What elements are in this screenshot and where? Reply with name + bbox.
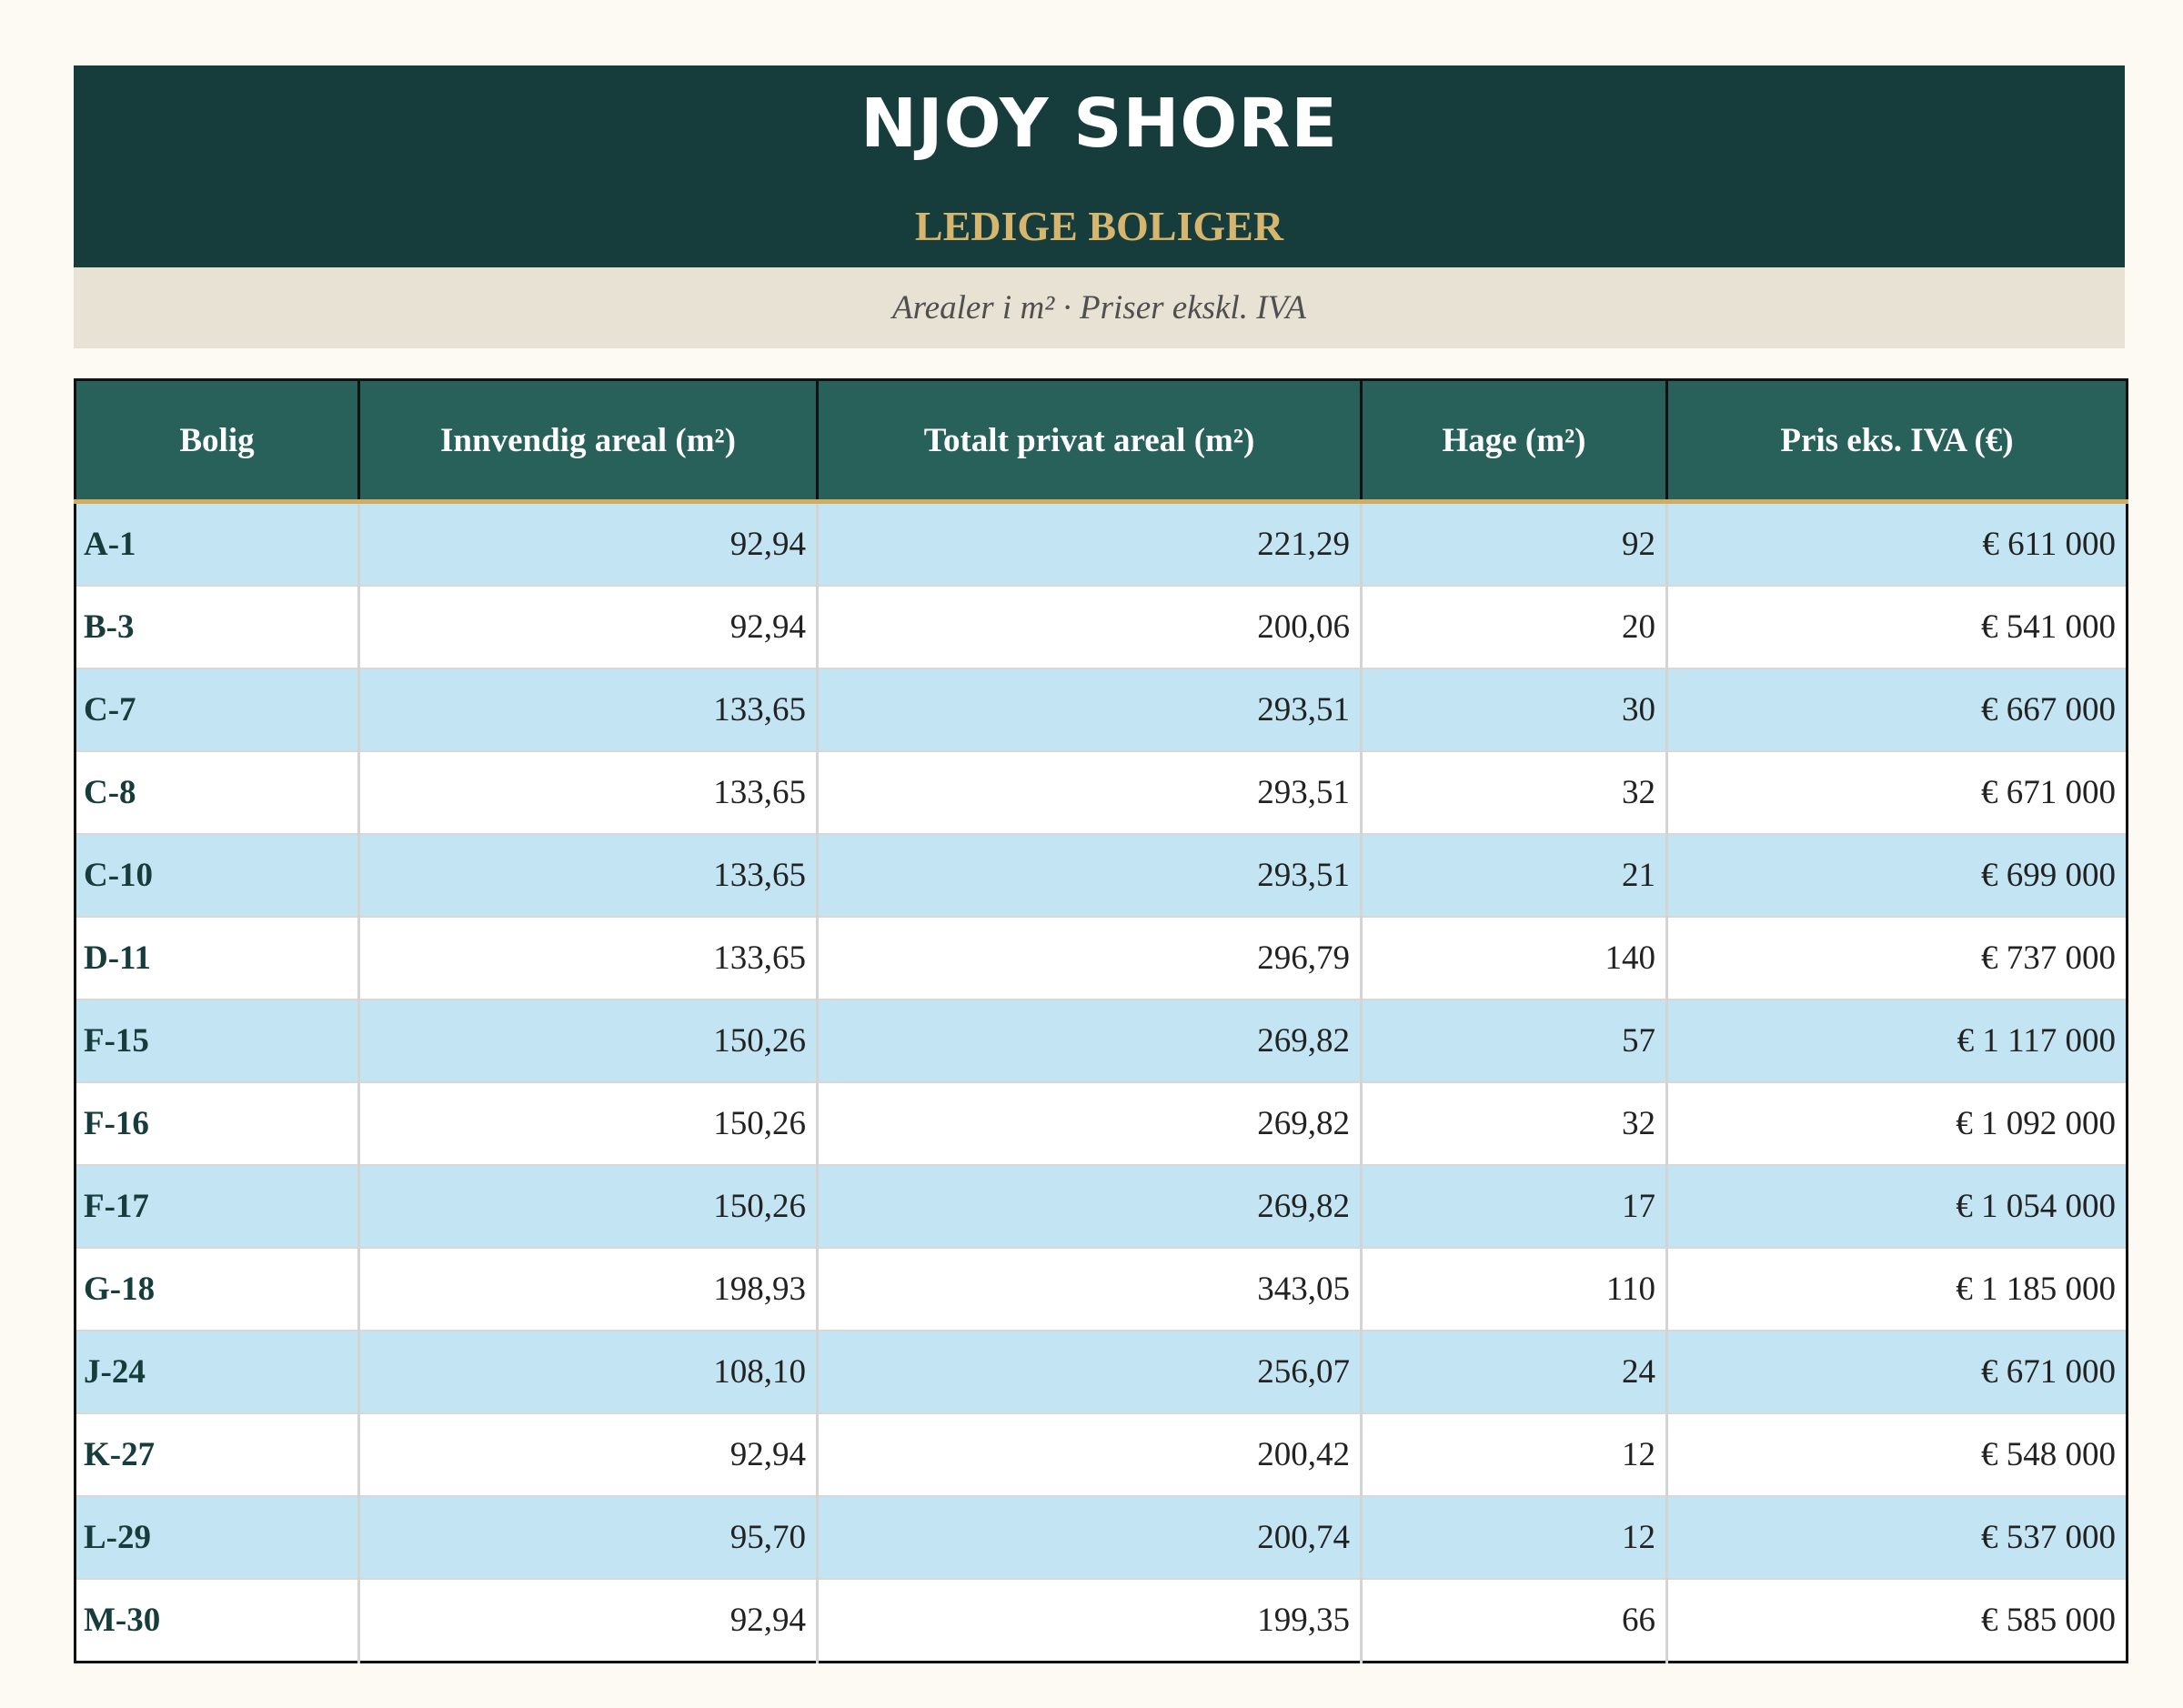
cell-hage: 21 xyxy=(1360,834,1667,918)
table-row: F-15 150,26 269,82 57 € 1 117 000 xyxy=(75,1000,2128,1083)
table-row: C-8 133,65 293,51 32 € 671 000 xyxy=(75,751,2128,835)
cell-bolig: C-10 xyxy=(75,834,359,918)
table-row: B-3 92,94 200,06 20 € 541 000 xyxy=(75,586,2128,669)
cell-hage: 30 xyxy=(1360,668,1667,752)
cell-hage: 17 xyxy=(1360,1165,1667,1249)
cell-innvendig-areal: 133,65 xyxy=(357,668,818,752)
cell-hage: 57 xyxy=(1360,1000,1667,1083)
table-header-row: Bolig Innvendig areal (m²) Totalt privat… xyxy=(75,379,2128,504)
cell-pris: € 671 000 xyxy=(1665,1331,2128,1414)
cell-bolig: C-7 xyxy=(75,668,359,752)
units-note: Arealer i m² · Priser ekskl. IVA xyxy=(74,267,2125,348)
cell-innvendig-areal: 150,26 xyxy=(357,1000,818,1083)
cell-hage: 20 xyxy=(1360,586,1667,669)
cell-pris: € 671 000 xyxy=(1665,751,2128,835)
table-row: C-7 133,65 293,51 30 € 667 000 xyxy=(75,668,2128,752)
cell-totalt-privat-areal: 293,51 xyxy=(816,668,1362,752)
cell-pris: € 699 000 xyxy=(1665,834,2128,918)
cell-bolig: A-1 xyxy=(75,501,359,587)
cell-totalt-privat-areal: 269,82 xyxy=(816,1082,1362,1166)
cell-bolig: K-27 xyxy=(75,1413,359,1497)
table-row: D-11 133,65 296,79 140 € 737 000 xyxy=(75,917,2128,1000)
cell-innvendig-areal: 92,94 xyxy=(357,1579,818,1663)
cell-pris: € 611 000 xyxy=(1665,501,2128,587)
cell-innvendig-areal: 150,26 xyxy=(357,1082,818,1166)
table-row: C-10 133,65 293,51 21 € 699 000 xyxy=(75,834,2128,918)
cell-pris: € 1 185 000 xyxy=(1665,1248,2128,1331)
cell-pris: € 541 000 xyxy=(1665,586,2128,669)
cell-innvendig-areal: 133,65 xyxy=(357,834,818,918)
cell-totalt-privat-areal: 269,82 xyxy=(816,1000,1362,1083)
cell-hage: 66 xyxy=(1360,1579,1667,1663)
cell-hage: 24 xyxy=(1360,1331,1667,1414)
table-row: M-30 92,94 199,35 66 € 585 000 xyxy=(75,1579,2128,1663)
cell-bolig: F-16 xyxy=(75,1082,359,1166)
cell-pris: € 1 054 000 xyxy=(1665,1165,2128,1249)
cell-bolig: D-11 xyxy=(75,917,359,1000)
cell-pris: € 667 000 xyxy=(1665,668,2128,752)
cell-innvendig-areal: 95,70 xyxy=(357,1496,818,1580)
cell-innvendig-areal: 133,65 xyxy=(357,751,818,835)
cell-bolig: J-24 xyxy=(75,1331,359,1414)
cell-hage: 32 xyxy=(1360,751,1667,835)
cell-innvendig-areal: 108,10 xyxy=(357,1331,818,1414)
cell-innvendig-areal: 92,94 xyxy=(357,501,818,587)
cell-totalt-privat-areal: 200,42 xyxy=(816,1413,1362,1497)
cell-totalt-privat-areal: 293,51 xyxy=(816,751,1362,835)
cell-totalt-privat-areal: 343,05 xyxy=(816,1248,1362,1331)
table-row: J-24 108,10 256,07 24 € 671 000 xyxy=(75,1331,2128,1414)
cell-hage: 12 xyxy=(1360,1496,1667,1580)
cell-pris: € 1 092 000 xyxy=(1665,1082,2128,1166)
column-header-hage: Hage (m²) xyxy=(1360,379,1667,504)
cell-totalt-privat-areal: 296,79 xyxy=(816,917,1362,1000)
cell-bolig: B-3 xyxy=(75,586,359,669)
cell-bolig: M-30 xyxy=(75,1579,359,1663)
cell-innvendig-areal: 92,94 xyxy=(357,1413,818,1497)
cell-hage: 140 xyxy=(1360,917,1667,1000)
cell-pris: € 585 000 xyxy=(1665,1579,2128,1663)
cell-pris: € 548 000 xyxy=(1665,1413,2128,1497)
cell-totalt-privat-areal: 256,07 xyxy=(816,1331,1362,1414)
cell-totalt-privat-areal: 200,06 xyxy=(816,586,1362,669)
table-row: L-29 95,70 200,74 12 € 537 000 xyxy=(75,1496,2128,1580)
table-row: G-18 198,93 343,05 110 € 1 185 000 xyxy=(75,1248,2128,1331)
cell-hage: 32 xyxy=(1360,1082,1667,1166)
column-header-innvendig-areal: Innvendig areal (m²) xyxy=(357,379,818,504)
cell-totalt-privat-areal: 221,29 xyxy=(816,501,1362,587)
cell-bolig: L-29 xyxy=(75,1496,359,1580)
cell-totalt-privat-areal: 200,74 xyxy=(816,1496,1362,1580)
cell-innvendig-areal: 198,93 xyxy=(357,1248,818,1331)
cell-innvendig-areal: 133,65 xyxy=(357,917,818,1000)
cell-totalt-privat-areal: 269,82 xyxy=(816,1165,1362,1249)
cell-innvendig-areal: 150,26 xyxy=(357,1165,818,1249)
column-header-pris: Pris eks. IVA (€) xyxy=(1665,379,2128,504)
cell-totalt-privat-areal: 199,35 xyxy=(816,1579,1362,1663)
column-header-bolig: Bolig xyxy=(75,379,359,504)
cell-bolig: G-18 xyxy=(75,1248,359,1331)
page-title: NJOY SHORE xyxy=(860,85,1338,163)
cell-bolig: C-8 xyxy=(75,751,359,835)
cell-bolig: F-15 xyxy=(75,1000,359,1083)
table-row: F-17 150,26 269,82 17 € 1 054 000 xyxy=(75,1165,2128,1249)
table-body: A-1 92,94 221,29 92 € 611 000 B-3 92,94 200,06 2… xyxy=(75,501,2128,1663)
cell-hage: 110 xyxy=(1360,1248,1667,1331)
column-header-totalt-privat-areal: Totalt privat areal (m²) xyxy=(816,379,1362,504)
cell-bolig: F-17 xyxy=(75,1165,359,1249)
cell-innvendig-areal: 92,94 xyxy=(357,586,818,669)
cell-pris: € 537 000 xyxy=(1665,1496,2128,1580)
page-subtitle: LEDIGE BOLIGER xyxy=(914,203,1284,249)
cell-hage: 92 xyxy=(1360,501,1667,587)
table-row: A-1 92,94 221,29 92 € 611 000 xyxy=(75,501,2128,587)
available-units-table: Bolig Innvendig areal (m²) Totalt privat… xyxy=(74,378,2128,1663)
table-row: K-27 92,94 200,42 12 € 548 000 xyxy=(75,1413,2128,1497)
cell-pris: € 737 000 xyxy=(1665,917,2128,1000)
page-header: NJOY SHORE LEDIGE BOLIGER xyxy=(74,65,2125,267)
cell-totalt-privat-areal: 293,51 xyxy=(816,834,1362,918)
cell-hage: 12 xyxy=(1360,1413,1667,1497)
cell-pris: € 1 117 000 xyxy=(1665,1000,2128,1083)
table-row: F-16 150,26 269,82 32 € 1 092 000 xyxy=(75,1082,2128,1166)
